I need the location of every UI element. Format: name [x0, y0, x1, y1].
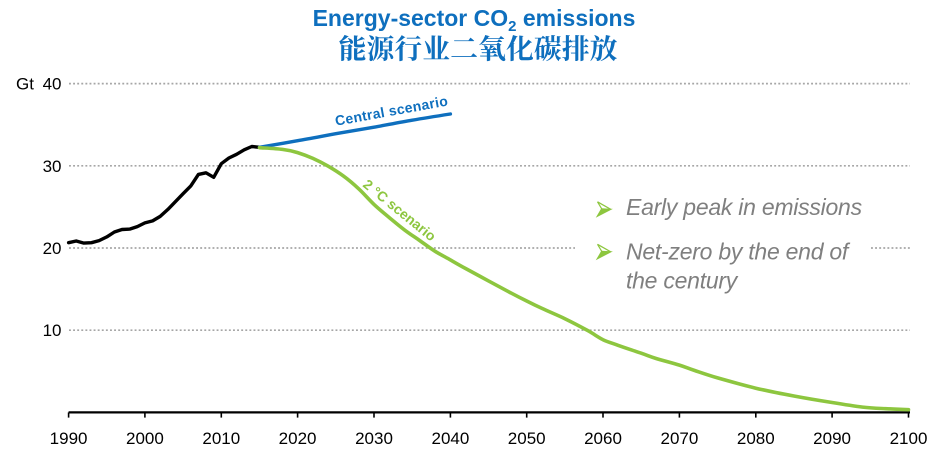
svg-text:1990: 1990 — [50, 429, 88, 448]
svg-text:2000: 2000 — [126, 429, 164, 448]
svg-text:2080: 2080 — [737, 429, 775, 448]
svg-text:2090: 2090 — [813, 429, 851, 448]
svg-text:2020: 2020 — [279, 429, 317, 448]
svg-text:2030: 2030 — [355, 429, 393, 448]
svg-text:Early peak in emissions: Early peak in emissions — [626, 194, 863, 220]
svg-text:20: 20 — [43, 239, 62, 258]
svg-text:2100: 2100 — [890, 429, 928, 448]
svg-text:2010: 2010 — [202, 429, 240, 448]
svg-text:Net-zero by the end of: Net-zero by the end of — [626, 239, 851, 265]
svg-text:Energy-sector CO2 emissions: Energy-sector CO2 emissions — [313, 5, 636, 35]
svg-text:Gt: Gt — [16, 75, 34, 94]
svg-text:30: 30 — [43, 157, 62, 176]
svg-text:40: 40 — [43, 75, 62, 94]
svg-text:2060: 2060 — [584, 429, 622, 448]
svg-text:2040: 2040 — [431, 429, 469, 448]
svg-text:2050: 2050 — [508, 429, 546, 448]
svg-text:10: 10 — [43, 321, 62, 340]
svg-text:2070: 2070 — [660, 429, 698, 448]
svg-text:the century: the century — [626, 268, 739, 294]
